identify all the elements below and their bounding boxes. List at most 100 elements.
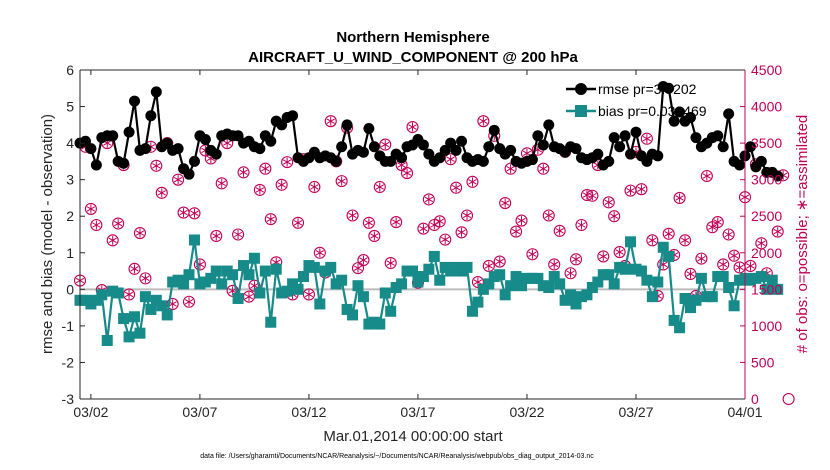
obs-possible-marker xyxy=(362,216,375,229)
bias-marker xyxy=(352,280,364,292)
rmse-marker xyxy=(690,132,702,144)
obs-assimilated-marker xyxy=(223,138,232,148)
obs-assimilated-marker xyxy=(610,211,619,221)
obs-assimilated-marker xyxy=(310,182,319,192)
obs-assimilated-marker xyxy=(86,204,96,214)
bias-marker xyxy=(690,294,702,306)
obs-assimilated-marker xyxy=(337,176,346,186)
obs-assimilated-marker xyxy=(680,235,690,245)
x-tick-label: 03/12 xyxy=(291,404,326,420)
rmse-marker xyxy=(183,168,195,180)
bias-marker xyxy=(674,322,686,334)
legend-rmse-marker xyxy=(575,83,587,95)
obs-assimilated-marker xyxy=(544,210,553,220)
obs-possible-marker xyxy=(575,218,588,232)
obs-possible-marker xyxy=(602,196,615,209)
bias-marker xyxy=(581,289,593,301)
bias-marker xyxy=(461,261,473,273)
bias-marker xyxy=(123,331,135,343)
obs-possible-marker xyxy=(455,226,468,239)
obs-assimilated-marker xyxy=(664,229,673,239)
rmse-marker xyxy=(619,130,631,142)
obs-possible-marker xyxy=(417,222,430,235)
legend-bias-label: bias pr=0.032469 xyxy=(598,103,707,119)
obs-assimilated-marker xyxy=(370,231,379,241)
y-tick-label-right: 0 xyxy=(751,391,759,407)
obs-possible-marker xyxy=(548,258,561,271)
bias-marker xyxy=(483,278,495,290)
obs-assimilated-marker xyxy=(501,198,510,208)
obs-assimilated-marker xyxy=(359,255,368,265)
obs-assimilated-marker xyxy=(511,227,521,237)
x-tick-label: 04/01 xyxy=(727,404,762,420)
bias-marker xyxy=(379,287,391,299)
obs-possible-marker xyxy=(400,167,414,180)
obs-assimilated-marker xyxy=(266,214,275,224)
rmse-marker xyxy=(717,141,729,153)
bias-marker xyxy=(646,291,658,303)
bias-marker xyxy=(717,271,729,283)
obs-possible-marker xyxy=(717,258,730,271)
rmse-marker xyxy=(287,110,299,122)
obs-possible-marker xyxy=(215,177,228,190)
obs-possible-marker xyxy=(466,175,479,188)
obs-possible-marker xyxy=(504,162,517,175)
obs-assimilated-marker xyxy=(212,231,221,241)
obs-possible-marker xyxy=(150,159,163,172)
obs-possible-marker xyxy=(308,180,321,194)
obs-assimilated-marker xyxy=(550,259,559,269)
rmse-marker xyxy=(505,144,517,156)
obs-possible-marker xyxy=(695,252,708,265)
obs-assimilated-marker xyxy=(239,167,248,177)
y-tick-label-right: 500 xyxy=(751,354,775,370)
obs-possible-marker xyxy=(384,256,397,270)
obs-assimilated-marker xyxy=(217,178,226,188)
bias-marker xyxy=(499,289,511,301)
bias-marker xyxy=(248,252,260,264)
rmse-marker xyxy=(772,170,784,182)
y-tick-label: -1 xyxy=(62,318,75,334)
chart-subtitle: AIRCRAFT_U_WIND_COMPONENT @ 200 hPa xyxy=(248,49,578,66)
bias-marker xyxy=(232,292,244,304)
bias-marker xyxy=(188,234,200,246)
obs-assimilated-marker xyxy=(304,289,314,299)
bias-marker xyxy=(210,265,222,277)
bias-marker xyxy=(603,269,615,281)
bias-marker xyxy=(755,271,767,283)
obs-possible-marker xyxy=(444,153,457,166)
bias-marker xyxy=(357,291,369,303)
bias-marker xyxy=(205,272,217,284)
obs-assimilated-marker xyxy=(190,208,199,218)
rmse-marker xyxy=(368,141,380,153)
x-axis-label: Mar.01,2014 00:00:00 start xyxy=(323,428,503,445)
obs-assimilated-marker xyxy=(244,292,254,302)
y-tick-label-right: 4000 xyxy=(751,99,782,115)
bias-marker xyxy=(652,276,664,288)
bias-marker xyxy=(668,314,680,326)
obs-assimilated-marker xyxy=(446,154,455,164)
rmse-marker xyxy=(668,115,680,127)
obs-assimilated-marker xyxy=(353,263,363,273)
obs-assimilated-marker xyxy=(539,164,548,174)
obs-possible-marker xyxy=(439,233,452,246)
rmse-marker xyxy=(674,106,686,118)
obs-possible-marker xyxy=(771,225,784,238)
rmse-marker xyxy=(341,119,353,131)
bias-series xyxy=(74,234,784,347)
obs-assimilated-marker xyxy=(457,227,466,237)
bias-marker xyxy=(608,278,620,290)
rmse-marker xyxy=(450,144,462,156)
bias-marker xyxy=(325,261,337,273)
obs-possible-marker xyxy=(553,224,566,237)
rmse-marker xyxy=(532,130,544,142)
bias-marker xyxy=(145,303,157,315)
obs-assimilated-marker xyxy=(108,235,117,245)
bias-marker xyxy=(592,276,604,288)
rmse-marker xyxy=(570,143,582,155)
bias-marker xyxy=(684,302,696,314)
obs-assimilated-marker xyxy=(468,177,477,187)
obs-assimilated-marker xyxy=(719,259,728,269)
obs-possible-marker xyxy=(564,267,577,280)
bias-marker xyxy=(516,280,528,292)
